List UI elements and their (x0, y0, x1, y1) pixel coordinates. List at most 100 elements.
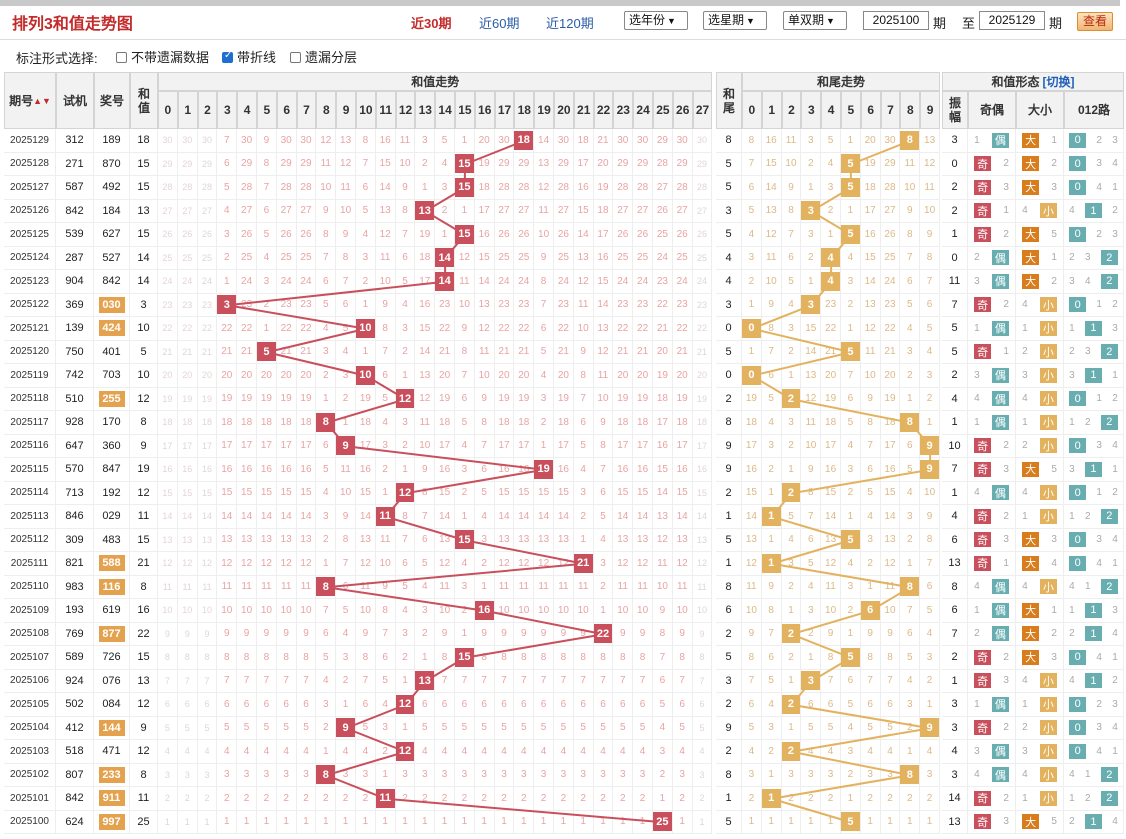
missing-count: 1 (926, 816, 933, 828)
missing-count: 3 (481, 769, 487, 781)
missing-count: 7 (907, 252, 913, 264)
year-select[interactable]: 选年份 ▼ (624, 11, 688, 30)
missing-count: 5 (402, 275, 408, 287)
missing-count: 25 (498, 252, 510, 264)
missing-count: 4 (382, 698, 388, 710)
missing-count: 2 (748, 275, 755, 287)
sum-trend-cell: 14 (197, 505, 218, 529)
query-button[interactable]: 查看 (1077, 12, 1113, 31)
sum-trend-cell: 7 (494, 669, 515, 693)
sum-trend-cell: 10 (692, 599, 713, 623)
missing-count: 1 (887, 816, 893, 828)
missing-count: 27 (280, 205, 292, 217)
missing-count: 3 (788, 557, 794, 569)
missing-count: 5 (362, 722, 369, 734)
tail-trend-cell: 6 (900, 622, 921, 646)
sum-trend-cell: 24 (554, 270, 574, 294)
sum-trend-cell: 15 (276, 481, 297, 505)
missing-count: 18 (241, 416, 253, 428)
switch-link[interactable]: [切换] (1042, 74, 1075, 89)
checkbox-icon[interactable] (290, 52, 301, 63)
missing-count: 20 (300, 369, 312, 381)
checkbox-checked-icon[interactable] (222, 50, 233, 63)
missing-count: 3 (847, 745, 854, 757)
missing-count: 2 (1003, 299, 1009, 311)
period-cell: 2025127 (4, 176, 56, 200)
tail-trend-cell: 10 (801, 434, 822, 458)
missing-count: 22 (884, 322, 896, 334)
missing-count: 1 (461, 628, 468, 640)
sum-hit-marker: 11 (375, 506, 395, 526)
tail-trend-cell: 1 (742, 293, 762, 317)
sum-trend-cell: 18 (415, 246, 436, 270)
option-layered[interactable]: 遗漏分层 (290, 47, 357, 66)
sum-trend-cell: 7 (375, 340, 396, 364)
tail-trend-cell: 0 (742, 364, 762, 388)
option-with-line[interactable]: 带折线 (222, 47, 276, 66)
range-30-link[interactable]: 近30期 (411, 16, 452, 31)
tail-trend-cell: 6 (860, 693, 881, 717)
sum-trend-cell: 1 (316, 552, 337, 576)
sum-trend-cell: 26 (276, 223, 297, 247)
range-60-link[interactable]: 近60期 (479, 16, 520, 31)
sum-trend-cell: 2 (356, 787, 376, 811)
option-no-missing[interactable]: 不带遗漏数据 (116, 47, 209, 66)
period-from-input[interactable]: 2025100 (863, 11, 929, 30)
sum-trend-cell: 20 (197, 364, 218, 388)
sum-trend-cell: 8 (534, 646, 554, 670)
missing-count: 11 (785, 134, 797, 146)
sum-trend-cell: 6 (554, 693, 574, 717)
week-select[interactable]: 选星期 ▼ (703, 11, 767, 30)
sum-trend-cell: 12 (494, 552, 515, 576)
missing-count: 12 (656, 534, 668, 546)
sum-trend-cell: 24 (672, 270, 693, 294)
tail-trend-cell: 8 (781, 199, 802, 223)
tail-trend-cell: 19 (821, 387, 841, 411)
tail-trend-cell: 26 (880, 223, 901, 247)
sum-trend-cell: 3 (435, 763, 455, 787)
missing-count: 10 (280, 604, 292, 616)
missing-count: 1 (699, 816, 705, 827)
parity-select[interactable]: 单双期 ▼ (783, 11, 847, 30)
sum-trend-cell: 15 (217, 481, 238, 505)
period-header[interactable]: 期号 ▲▼ (4, 72, 56, 129)
sum-trend-cell: 13 (375, 199, 396, 223)
tail-trend-cell: 2 (821, 787, 841, 811)
sum-trend-cell: 18 (653, 387, 673, 411)
range-120-link[interactable]: 近120期 (546, 16, 594, 31)
tail-trend-cell: 3 (841, 740, 861, 764)
checkbox-icon[interactable] (116, 52, 127, 63)
sort-icon[interactable]: ▲▼ (33, 95, 51, 106)
sum-trend-cell: 9 (534, 246, 554, 270)
missing-count: 5 (263, 228, 270, 240)
amp-cell: 4 (942, 387, 968, 411)
missing-count: 24 (557, 275, 569, 287)
missing-count: 4 (768, 698, 774, 710)
test-cell: 518 (56, 740, 94, 764)
missing-count: 2 (768, 463, 774, 475)
missing-count: 22 (162, 323, 173, 334)
missing-count: 1 (1051, 134, 1057, 146)
tail-trend-cell: 8 (900, 763, 921, 787)
missing-count: 7 (580, 675, 586, 687)
missing-count: 10 (201, 605, 212, 616)
period-to-input[interactable]: 2025129 (979, 11, 1045, 30)
sum-trend-cell: 14 (217, 505, 238, 529)
missing-count: 12 (864, 322, 876, 334)
missing-count: 14 (379, 181, 391, 193)
route-tag: 0 (1069, 179, 1087, 195)
sum-cell: 14 (130, 246, 158, 270)
missing-count: 7 (382, 346, 388, 358)
missing-count: 3 (1003, 181, 1009, 193)
missing-count: 13 (182, 534, 193, 545)
missing-count: 5 (679, 722, 685, 734)
period-cell: 2025122 (4, 293, 56, 317)
missing-count: 15 (765, 158, 777, 170)
tail-trend-cell: 3 (801, 223, 822, 247)
missing-count: 25 (617, 252, 629, 264)
missing-count: 2 (867, 557, 873, 569)
